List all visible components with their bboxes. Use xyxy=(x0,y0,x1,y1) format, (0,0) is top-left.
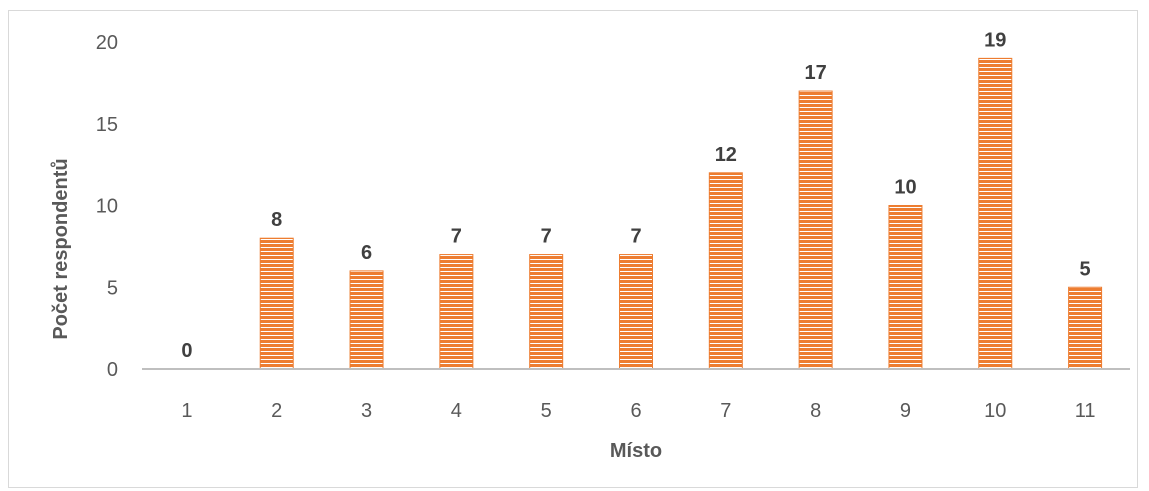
x-tick-label: 1 xyxy=(181,400,192,422)
bar xyxy=(708,172,743,370)
x-tick-label: 5 xyxy=(541,400,552,422)
y-tick-label: 20 xyxy=(96,32,118,54)
x-tick-label: 2 xyxy=(271,400,282,422)
y-tick-label: 5 xyxy=(107,277,118,299)
x-axis-title: Místo xyxy=(610,440,662,462)
bar xyxy=(978,57,1013,370)
bar xyxy=(439,254,474,370)
y-axis-ticks: 0 5 10 15 20 xyxy=(96,32,118,381)
y-axis-title: Počet respondentů xyxy=(50,158,72,339)
data-label: 7 xyxy=(451,226,462,248)
x-axis-ticks: 1 2 3 4 5 6 7 8 9 10 11 xyxy=(181,400,1095,422)
bar xyxy=(1068,286,1103,370)
bars xyxy=(259,57,1103,370)
y-tick-label: 10 xyxy=(96,196,118,218)
y-tick-label: 0 xyxy=(107,359,118,381)
data-label: 8 xyxy=(271,209,282,231)
bar xyxy=(349,270,384,370)
data-label: 7 xyxy=(630,226,641,248)
bar xyxy=(259,237,294,370)
x-tick-label: 4 xyxy=(451,400,462,422)
data-label: 17 xyxy=(805,62,827,84)
x-tick-label: 10 xyxy=(984,400,1006,422)
bar xyxy=(888,205,923,370)
chart-frame xyxy=(8,10,1138,488)
data-label: 19 xyxy=(984,29,1006,51)
x-tick-label: 7 xyxy=(720,400,731,422)
bar xyxy=(529,254,564,370)
data-label: 7 xyxy=(541,226,552,248)
data-label: 5 xyxy=(1080,258,1091,280)
data-label: 6 xyxy=(361,242,372,264)
x-tick-label: 6 xyxy=(630,400,641,422)
bar xyxy=(619,254,653,370)
x-tick-label: 9 xyxy=(900,400,911,422)
bar xyxy=(798,90,833,370)
y-tick-label: 15 xyxy=(96,114,118,136)
data-labels: 0 8 6 7 7 7 12 17 10 19 5 xyxy=(181,29,1090,362)
data-label: 0 xyxy=(181,340,192,362)
x-tick-label: 11 xyxy=(1075,400,1096,422)
data-label: 10 xyxy=(894,177,916,199)
data-label: 12 xyxy=(715,144,737,166)
x-tick-label: 8 xyxy=(810,400,821,422)
x-tick-label: 3 xyxy=(361,400,372,422)
